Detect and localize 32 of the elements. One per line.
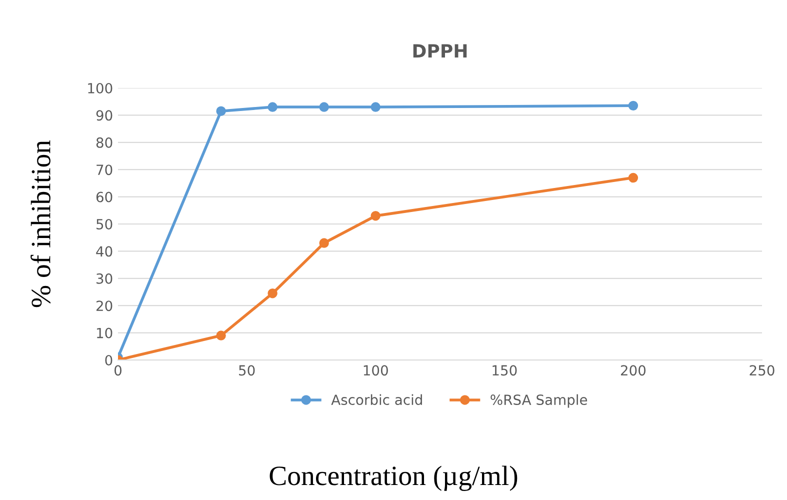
y-tick-label: 40 [96, 246, 112, 257]
y-tick-label: 100 [88, 82, 112, 94]
point [268, 288, 278, 298]
x-tick-label: 100 [364, 365, 388, 376]
legend-label: %RSA Sample [490, 394, 588, 408]
x-tick-label: 0 [114, 365, 122, 376]
y-tick-label: 60 [96, 192, 112, 202]
y-axis-title: % of inhibition [30, 140, 51, 308]
y-tick-label: 70 [96, 164, 112, 176]
legend-label: Ascorbic acid [331, 394, 422, 406]
point [628, 100, 638, 111]
y-tick-label: 90 [96, 110, 112, 121]
y-tick-label: 80 [96, 137, 112, 148]
y-tick-label: 10 [96, 328, 112, 338]
y-tick-label: 30 [96, 273, 112, 284]
point [370, 102, 380, 112]
x-tick-label: 200 [620, 365, 646, 376]
point [216, 106, 226, 116]
point [268, 102, 278, 112]
y-tick-label: 50 [96, 218, 112, 230]
point [216, 330, 226, 340]
x-tick-label: 150 [492, 365, 517, 376]
chart-title: DPPH [413, 44, 467, 58]
point [628, 172, 638, 183]
x-tick-label: 250 [750, 365, 774, 376]
y-tick-label: 0 [105, 354, 112, 366]
point [370, 210, 380, 221]
x-tick-label: 50 [239, 365, 255, 376]
y-tick-label: 20 [96, 300, 112, 312]
point [319, 102, 329, 112]
point [319, 238, 329, 248]
x-axis-title: Concentration (µg/ml) [270, 466, 518, 491]
